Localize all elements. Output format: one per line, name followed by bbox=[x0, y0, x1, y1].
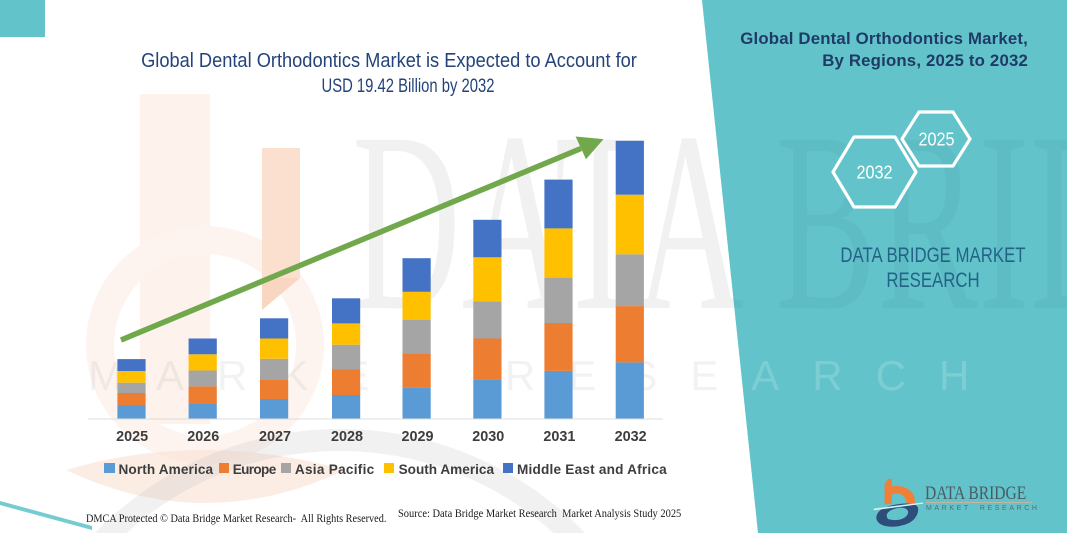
svg-text:2032: 2032 bbox=[857, 162, 893, 183]
svg-text:2025: 2025 bbox=[919, 129, 955, 150]
